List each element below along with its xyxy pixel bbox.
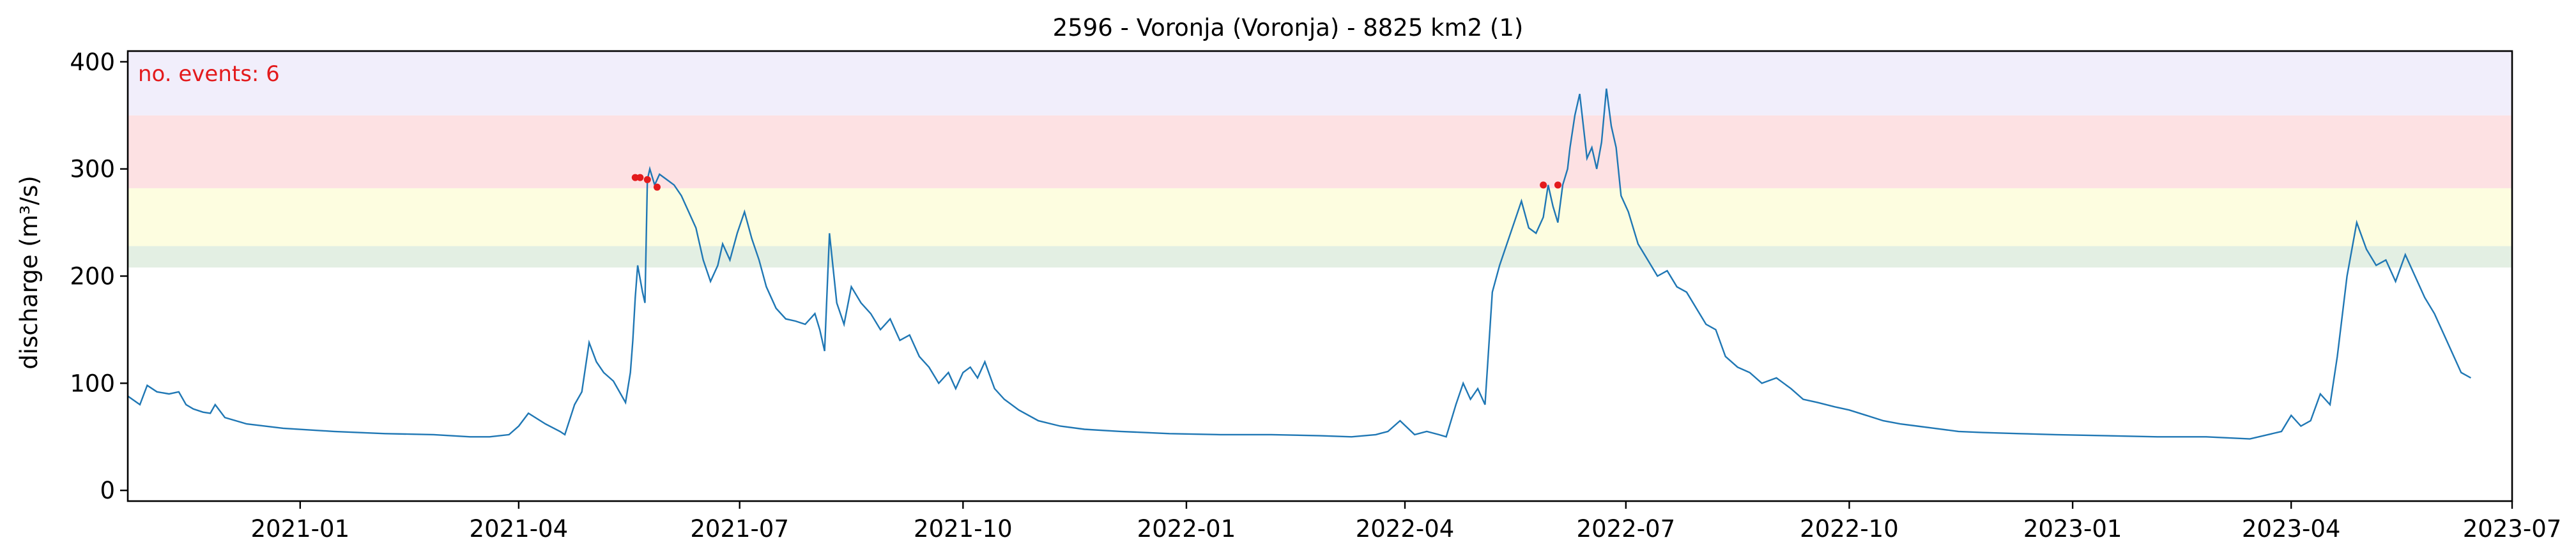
- threshold-band-1: [128, 246, 2512, 268]
- threshold-band-3: [128, 115, 2512, 188]
- event-marker: [643, 176, 651, 183]
- event-marker: [1554, 181, 1561, 189]
- x-tick-label: 2021-01: [251, 515, 350, 543]
- y-axis: 0 100 200 300 400: [70, 49, 128, 504]
- threshold-band-4: [128, 51, 2512, 116]
- x-tick-label: 2023-01: [2023, 515, 2122, 543]
- y-tick-label: 200: [70, 263, 115, 290]
- x-tick-label: 2021-07: [690, 515, 789, 543]
- event-marker: [636, 174, 644, 181]
- y-tick-label: 100: [70, 370, 115, 397]
- series-layer: [127, 88, 2471, 440]
- x-tick-label: 2022-10: [1800, 515, 1899, 543]
- x-tick-label: 2021-04: [470, 515, 569, 543]
- threshold-band-2: [128, 188, 2512, 246]
- event-marker: [653, 183, 661, 191]
- discharge-line: [127, 88, 2471, 440]
- y-tick-label: 400: [70, 49, 115, 76]
- y-axis-label: discharge (m³/s): [15, 176, 43, 370]
- y-tick-label: 300: [70, 156, 115, 183]
- x-tick-label: 2021-10: [914, 515, 1013, 543]
- x-axis: 2021-01 2021-04 2021-07 2021-10 2022-01 2022-…: [251, 501, 2562, 543]
- events-count-annotation: no. events: 6: [138, 61, 280, 87]
- x-tick-label: 2022-04: [1356, 515, 1455, 543]
- y-tick-label: 0: [100, 477, 115, 504]
- event-markers: [631, 174, 1561, 191]
- event-marker: [1540, 181, 1547, 189]
- x-tick-label: 2022-01: [1137, 515, 1236, 543]
- event-marker: [631, 174, 639, 181]
- x-tick-label: 2023-04: [2242, 515, 2341, 543]
- chart-title: 2596 - Voronja (Voronja) - 8825 km2 (1): [1053, 14, 1524, 41]
- x-tick-label: 2022-07: [1577, 515, 1676, 543]
- threshold-bands: [128, 51, 2512, 268]
- x-tick-label: 2023-07: [2463, 515, 2562, 543]
